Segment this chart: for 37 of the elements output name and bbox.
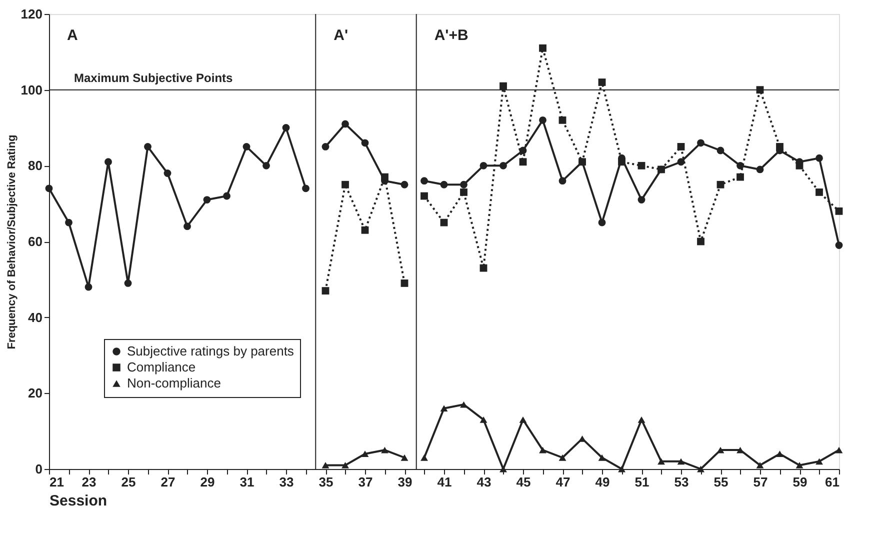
x-tick-label: 37 [358,474,373,490]
y-tick-label: 40 [28,310,42,325]
y-tick-label: 100 [20,82,42,98]
y-tick-label: 120 [20,6,42,22]
legend-label: Non-compliance [127,376,221,390]
ref-line-label: Maximum Subjective Points [74,70,234,85]
y-tick-label: 80 [28,158,42,174]
x-tick-label: 31 [240,474,254,490]
x-tick-label: 27 [160,474,176,490]
x-tick-label: 41 [437,474,452,490]
x-tick-label: 53 [674,474,689,490]
x-tick-label: 21 [50,474,64,490]
x-tick-label: 49 [595,474,610,490]
x-tick-label: 35 [318,474,334,490]
x-tick-label: 61 [825,474,840,490]
annotation: A'+B [434,27,469,44]
legend-label: Subjective ratings by parents [127,344,294,358]
x-tick-label: 43 [476,474,492,490]
annotation: A' [334,27,348,44]
y-axis-title: Frequency of Behavior/Subjective Rating [6,134,18,350]
annotation: A [67,27,78,44]
x-tick-label: 59 [792,474,808,490]
x-tick-label: 45 [516,474,531,490]
y-tick-label: 60 [28,234,42,249]
x-tick-label: 23 [82,474,96,490]
x-axis-title: Session [50,492,108,510]
legend-label: Compliance [127,360,196,374]
x-tick-label: 55 [714,474,728,490]
x-tick-label: 51 [634,474,650,490]
x-tick-label: 25 [121,474,136,490]
y-tick-label: 20 [28,386,42,401]
x-tick-label: 39 [398,474,412,490]
x-tick-label: 47 [556,474,570,490]
x-tick-label: 29 [200,474,215,490]
y-tick-label: 0 [35,462,42,476]
x-tick-label: 57 [753,474,768,490]
x-tick-label: 33 [279,474,294,490]
